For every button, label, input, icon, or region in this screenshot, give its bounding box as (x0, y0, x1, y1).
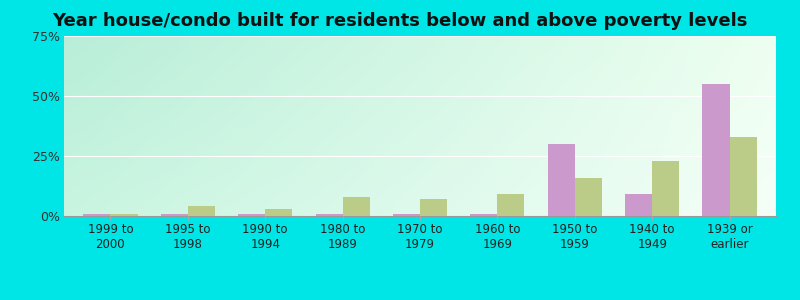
Bar (652, 161, 679, 216)
Bar (574, 178, 602, 216)
Bar (238, 214, 266, 216)
Bar (110, 214, 138, 216)
Bar (161, 214, 188, 216)
Bar (315, 214, 342, 216)
Text: Year house/condo built for residents below and above poverty levels: Year house/condo built for residents bel… (52, 12, 748, 30)
Bar (498, 194, 525, 216)
Bar (83, 214, 110, 216)
Bar (702, 84, 730, 216)
Bar (548, 144, 574, 216)
Bar (625, 194, 652, 216)
Bar (730, 137, 757, 216)
Bar (393, 214, 420, 216)
Bar (470, 214, 498, 216)
Bar (420, 199, 447, 216)
Bar (188, 206, 215, 216)
Bar (342, 197, 370, 216)
Bar (266, 209, 292, 216)
